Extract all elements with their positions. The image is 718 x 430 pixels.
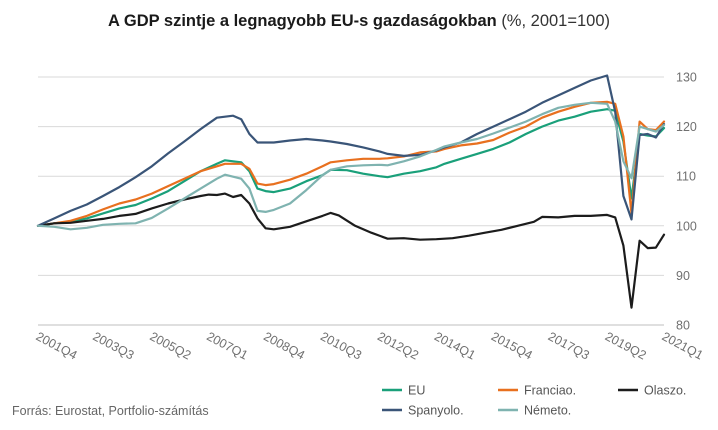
x-tick-label: 2014Q1 <box>432 329 478 362</box>
chart-title: A GDP szintje a legnagyobb EU-s gazdaság… <box>0 12 718 31</box>
x-tick-label: 2017Q3 <box>546 329 592 362</box>
x-tick-label: 2001Q4 <box>34 329 80 362</box>
series-line-franciao <box>36 100 666 227</box>
y-tick-label: 80 <box>676 319 690 333</box>
series-lines <box>36 74 666 309</box>
x-tick-label: 2021Q1 <box>660 329 706 362</box>
x-tick-label: 2012Q2 <box>375 329 421 362</box>
x-tick-label: 2019Q2 <box>603 329 649 362</box>
y-tick-label: 100 <box>676 219 697 233</box>
x-tick-label: 2003Q3 <box>91 329 137 362</box>
x-tick-label: 2005Q2 <box>147 329 193 362</box>
series-line-eu <box>36 108 666 227</box>
x-tick-label: 2010Q3 <box>318 329 364 362</box>
series-line-olaszo <box>36 192 666 309</box>
legend: EU Franciao. Olaszo. Spanyolo. Németo. <box>382 384 686 418</box>
y-tick-label: 90 <box>676 269 690 283</box>
y-axis-tick-labels: 80 90 100 110 120 130 <box>676 71 697 333</box>
y-tick-label: 130 <box>676 71 697 85</box>
y-tick-label: 110 <box>676 170 696 184</box>
x-tick-label: 2008Q4 <box>261 329 307 362</box>
series-line-nmeto <box>36 101 666 231</box>
y-tick-label: 120 <box>676 120 697 134</box>
chart-title-text: A GDP szintje a legnagyobb EU-s gazdaság… <box>107 12 497 30</box>
legend-label: Németo. <box>524 404 571 418</box>
series-line-spanyolo <box>36 74 666 227</box>
legend-label: EU <box>408 384 425 398</box>
gridlines <box>38 76 664 326</box>
x-tick-label: 2015Q4 <box>489 329 535 362</box>
legend-label: Olaszo. <box>644 384 686 398</box>
source-note: Forrás: Eurostat, Portfolio-számítás <box>12 404 209 418</box>
x-tick-label: 2007Q1 <box>204 329 250 362</box>
x-axis-tick-labels: 2001Q4 2003Q3 2005Q2 2007Q1 2008Q4 2010Q3 2012… <box>34 329 706 362</box>
chart-unit-text: (%, 2001=100) <box>501 12 611 30</box>
legend-label: Spanyolo. <box>408 404 464 418</box>
legend-label: Franciao. <box>524 384 576 398</box>
